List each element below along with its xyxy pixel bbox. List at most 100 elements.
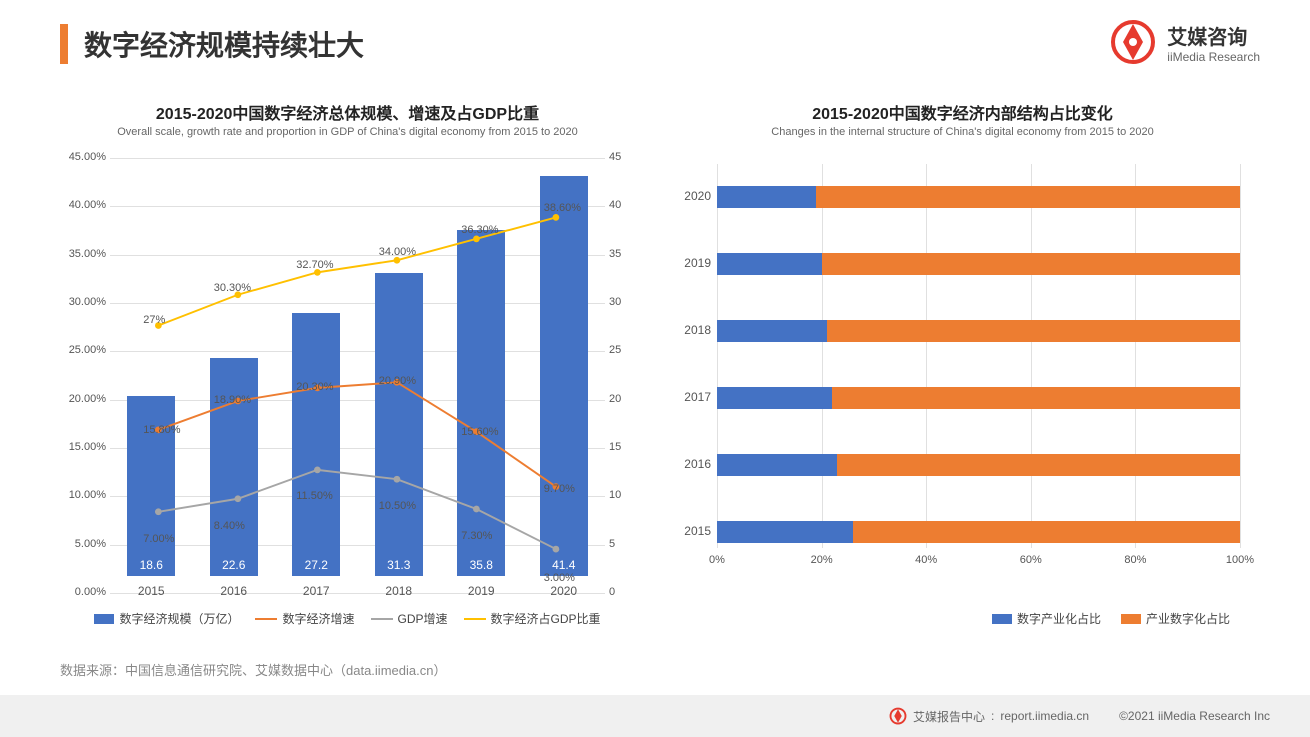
stacked-bar-segment: [853, 521, 1240, 543]
footer-report-url: report.iimedia.cn: [1000, 709, 1089, 723]
line-value-label: 3.00%: [544, 572, 575, 584]
x-category: 2016: [204, 584, 264, 598]
legend-item: 数字经济增速: [255, 610, 354, 627]
bar-value-label: 31.3: [375, 558, 423, 572]
stacked-bar-segment: [816, 186, 1240, 208]
bar-value-label: 35.8: [457, 558, 505, 572]
y-right-tick: 30: [609, 296, 635, 308]
stacked-bar-row: [717, 454, 1240, 476]
y-left-tick: 0.00%: [60, 586, 106, 598]
footer-report-link: 艾媒报告中心 : report.iimedia.cn: [889, 707, 1089, 725]
y-left-tick: 20.00%: [60, 393, 106, 405]
x-tick: 0%: [697, 554, 737, 566]
stacked-bar-segment: [717, 253, 822, 275]
brand-name-en: iiMedia Research: [1167, 50, 1260, 64]
logo-icon: [1109, 18, 1157, 66]
stacked-bar-row: [717, 521, 1240, 543]
x-tick: 80%: [1115, 554, 1155, 566]
right-chart-legend: 数字产业化占比 产业数字化占比: [675, 610, 1250, 627]
stacked-bar-segment: [717, 454, 837, 476]
left-chart-title-cn: 2015-2020中国数字经济总体规模、增速及占GDP比重: [60, 100, 635, 124]
y-right-tick: 35: [609, 248, 635, 260]
y-left-tick: 30.00%: [60, 296, 106, 308]
accent-bar: [60, 24, 68, 64]
y-category: 2017: [675, 390, 711, 404]
brand-logo: 艾媒咨询 iiMedia Research: [1109, 18, 1260, 66]
bar-value-label: 27.2: [292, 558, 340, 572]
y-category: 2019: [675, 256, 711, 270]
x-category: 2015: [121, 584, 181, 598]
left-chart: 2015-2020中国数字经济总体规模、增速及占GDP比重 Overall sc…: [60, 100, 635, 627]
y-right-tick: 25: [609, 344, 635, 356]
right-chart-title-cn: 2015-2020中国数字经济内部结构占比变化: [675, 100, 1250, 124]
stacked-bar-segment: [717, 521, 853, 543]
x-category: 2018: [369, 584, 429, 598]
left-chart-title-en: Overall scale, growth rate and proportio…: [60, 126, 635, 138]
y-right-tick: 0: [609, 586, 635, 598]
line-value-label: 18.90%: [214, 394, 251, 406]
stacked-bar-segment: [837, 454, 1240, 476]
line-value-label: 9.70%: [544, 483, 575, 495]
stacked-bar-segment: [827, 320, 1240, 342]
stacked-bar-segment: [717, 320, 827, 342]
legend-item: 产业数字化占比: [1121, 610, 1230, 627]
y-category: 2018: [675, 323, 711, 337]
x-tick: 40%: [906, 554, 946, 566]
bar: [540, 176, 588, 576]
y-right-tick: 10: [609, 489, 635, 501]
legend-item: 数字经济占GDP比重: [464, 610, 601, 627]
line-value-label: 27%: [143, 314, 165, 326]
legend-item: GDP增速: [371, 610, 448, 627]
line-value-label: 34.00%: [379, 246, 416, 258]
header: 数字经济规模持续壮大: [60, 24, 1250, 64]
y-right-tick: 40: [609, 199, 635, 211]
line-value-label: 38.60%: [544, 202, 581, 214]
line-value-label: 8.40%: [214, 520, 245, 532]
y-left-tick: 10.00%: [60, 489, 106, 501]
x-tick: 20%: [802, 554, 842, 566]
line-value-label: 20.90%: [379, 375, 416, 387]
line-value-label: 20.30%: [296, 381, 333, 393]
legend-item: 数字产业化占比: [992, 610, 1101, 627]
page-title: 数字经济规模持续壮大: [84, 24, 364, 64]
y-right-tick: 5: [609, 538, 635, 550]
stacked-bar-row: [717, 253, 1240, 275]
x-tick: 100%: [1220, 554, 1260, 566]
stacked-bar-row: [717, 186, 1240, 208]
bar: [210, 358, 258, 576]
right-chart-title-en: Changes in the internal structure of Chi…: [675, 126, 1250, 138]
y-right-tick: 15: [609, 441, 635, 453]
y-left-tick: 35.00%: [60, 248, 106, 260]
bar: [375, 273, 423, 576]
line-value-label: 36.30%: [461, 224, 498, 236]
y-category: 2016: [675, 457, 711, 471]
left-chart-legend: 数字经济规模（万亿） 数字经济增速 GDP增速数字经济占GDP比重: [60, 610, 635, 627]
x-category: 2020: [534, 584, 594, 598]
stacked-bar-segment: [822, 253, 1240, 275]
stacked-bar-row: [717, 320, 1240, 342]
y-left-tick: 40.00%: [60, 199, 106, 211]
x-category: 2019: [451, 584, 511, 598]
y-left-tick: 45.00%: [60, 151, 106, 163]
legend-item: 数字经济规模（万亿）: [94, 610, 239, 627]
bar-value-label: 18.6: [127, 558, 175, 572]
stacked-bar-segment: [717, 387, 832, 409]
bar: [127, 396, 175, 576]
line-value-label: 7.30%: [461, 530, 492, 542]
y-right-tick: 45: [609, 151, 635, 163]
line-value-label: 15.80%: [143, 424, 180, 436]
stacked-bar-row: [717, 387, 1240, 409]
right-chart: 2015-2020中国数字经济内部结构占比变化 Changes in the i…: [675, 100, 1250, 627]
y-right-tick: 20: [609, 393, 635, 405]
y-category: 2015: [675, 524, 711, 538]
bar-value-label: 41.4: [540, 558, 588, 572]
bar: [457, 230, 505, 576]
brand-name-cn: 艾媒咨询: [1167, 21, 1260, 50]
footer-report-label: 艾媒报告中心: [913, 708, 985, 725]
stacked-bar-segment: [832, 387, 1240, 409]
footer-copyright: ©2021 iiMedia Research Inc: [1119, 709, 1270, 723]
line-value-label: 11.50%: [296, 490, 333, 502]
bar-value-label: 22.6: [210, 558, 258, 572]
y-left-tick: 25.00%: [60, 344, 106, 356]
footer: 艾媒报告中心 : report.iimedia.cn ©2021 iiMedia…: [0, 695, 1310, 737]
